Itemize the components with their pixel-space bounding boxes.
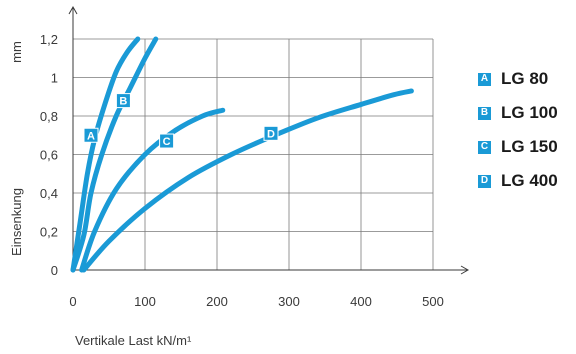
x-axis-title: Vertikale Last kN/m¹ (75, 333, 192, 348)
curve-badge-label-a: A (87, 130, 95, 142)
curve-badge-label-b: B (119, 96, 127, 108)
x-tick-label: 400 (350, 294, 372, 309)
legend-badge-c: C (478, 140, 491, 154)
legend-badge-d: D (478, 174, 491, 188)
series-line-c (79, 107, 226, 273)
tick-labels: 0 100 200 300 400 500 0 0,2 0,4 0,6 0,8 1 1,2 (40, 32, 444, 309)
y-axis-title: Einsenkung (9, 188, 24, 256)
legend-label-lg100: LG 100 (501, 103, 558, 122)
legend-badge-a: A (478, 72, 491, 86)
legend-item-a: A LG 80 (478, 68, 558, 90)
curve-badge-c (159, 133, 175, 149)
axes (68, 5, 470, 275)
legend-label-lg150: LG 150 (501, 137, 558, 156)
legend-item-d: D LG 400 (478, 170, 558, 192)
x-axis-arrow (460, 265, 470, 275)
y-tick-label: 1 (51, 71, 58, 86)
x-tick-label: 200 (206, 294, 228, 309)
y-tick-label: 0 (51, 263, 58, 278)
curve-badge-b (115, 93, 131, 109)
x-tick-label: 100 (134, 294, 156, 309)
x-tick-label: 300 (278, 294, 300, 309)
series-line-b (70, 36, 159, 273)
curve-badge-a (83, 127, 99, 143)
curve-badge-label-c: C (163, 136, 171, 148)
y-tick-label: 0,4 (40, 186, 58, 201)
y-tick-label: 0,6 (40, 148, 58, 163)
legend-badge-b: B (478, 106, 491, 120)
legend: A LG 80 B LG 100 C LG 150 D LG 400 (478, 68, 558, 204)
curve-badge-d (263, 125, 279, 141)
x-tick-label: 0 (69, 294, 76, 309)
legend-item-c: C LG 150 (478, 136, 558, 158)
y-tick-label: 0,2 (40, 225, 58, 240)
curve-badge-label-d: D (267, 128, 275, 140)
curve-labels: A B C D (83, 93, 279, 149)
y-tick-label: 1,2 (40, 32, 58, 47)
legend-item-b: B LG 100 (478, 102, 558, 124)
y-unit-label: mm (9, 41, 24, 63)
series-lines (70, 36, 414, 273)
x-tick-label: 500 (422, 294, 444, 309)
grid (73, 38, 434, 270)
y-axis-arrow (68, 5, 78, 15)
series-line-a (70, 36, 141, 273)
y-tick-label: 0,8 (40, 109, 58, 124)
legend-label-lg400: LG 400 (501, 171, 558, 190)
legend-label-lg80: LG 80 (501, 69, 549, 88)
series-line-d (81, 88, 414, 273)
